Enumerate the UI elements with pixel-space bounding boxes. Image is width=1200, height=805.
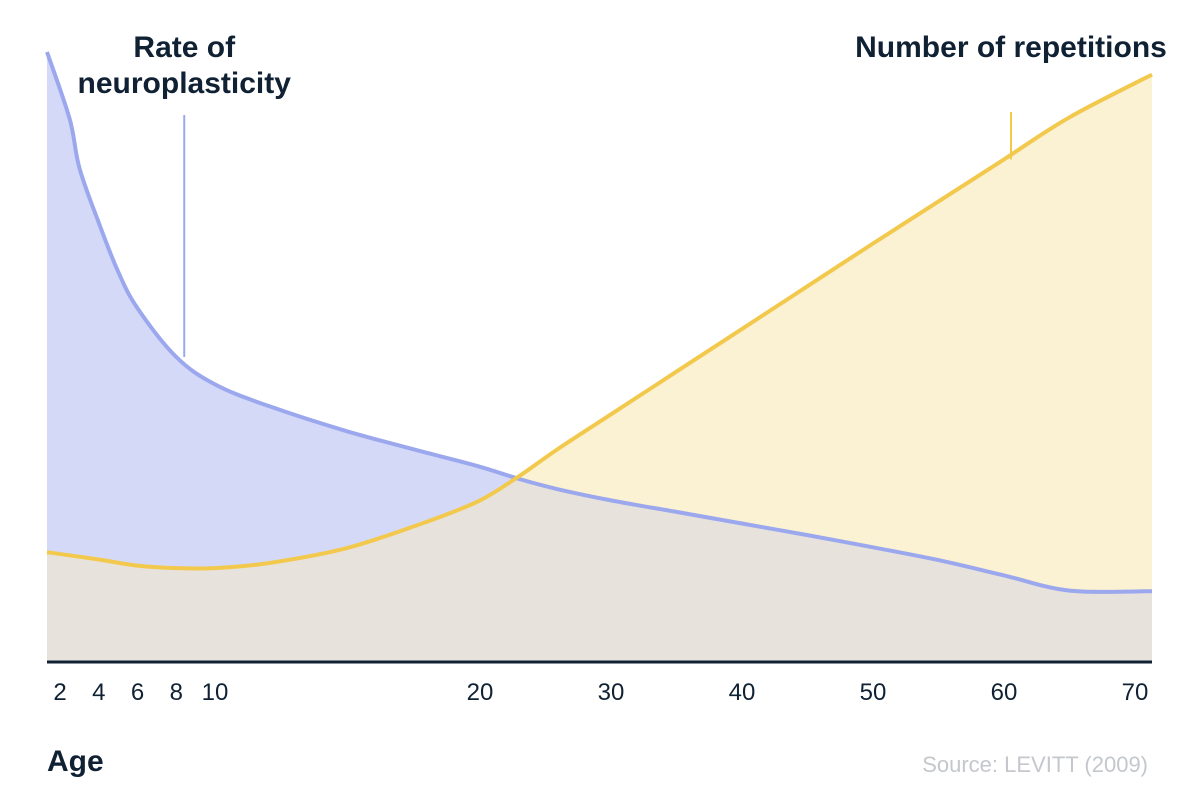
x-axis-label: Age [47,745,104,778]
x-tick-label: 20 [467,679,494,706]
x-tick-label: 50 [860,679,887,706]
x-tick-label: 40 [729,679,756,706]
x-tick-label: 6 [131,679,144,706]
x-tick-label: 4 [92,679,105,706]
x-tick-label: 8 [170,679,183,706]
x-tick-label: 70 [1122,679,1149,706]
neuroplasticity-label: Rate of neuroplasticity [77,31,291,100]
repetitions-line [46,72,1153,571]
x-tick-labels: 2 4 6 8 10 20 30 40 50 60 70 [53,679,1148,706]
repetitions-area [47,74,1152,663]
source-note: Source: LEVITT (2009) [922,752,1148,777]
neuroplasticity-area [47,52,1152,662]
x-tick-label: 60 [991,679,1018,706]
x-tick-label: 2 [53,679,66,706]
neuroplasticity-line [45,51,1153,594]
x-tick-label: 30 [598,679,625,706]
repetitions-label: Number of repetitions [855,31,1167,64]
x-tick-label: 10 [202,679,229,706]
